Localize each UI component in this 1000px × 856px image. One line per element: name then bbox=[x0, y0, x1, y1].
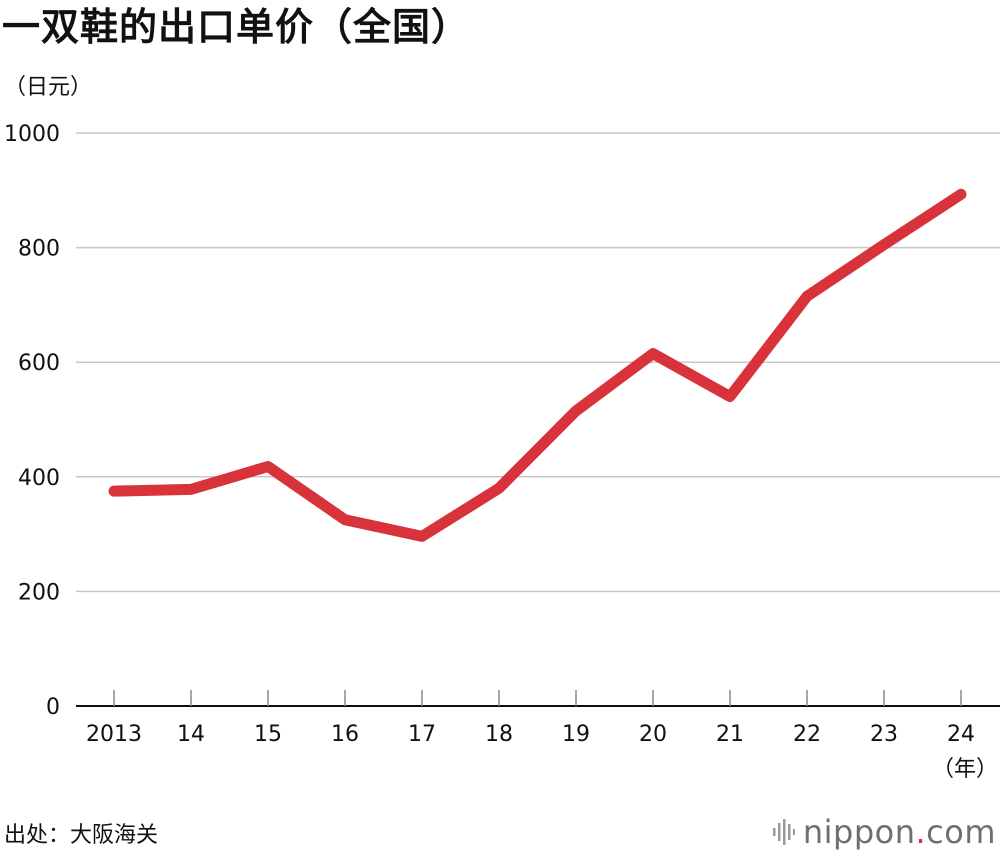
line-chart: 0 200 400 600 800 1000 2013 14 15 16 17 18 19 20 21 22… bbox=[4, 122, 1000, 782]
y-tick-label: 400 bbox=[18, 466, 60, 491]
x-axis: 2013 14 15 16 17 18 19 20 21 22 23 24 （年） bbox=[76, 690, 1000, 782]
gridlines bbox=[76, 132, 1000, 593]
sound-bars-icon bbox=[772, 819, 795, 845]
source-note: 出处：大阪海关 bbox=[4, 823, 159, 848]
x-tick-label: 14 bbox=[177, 722, 205, 747]
y-tick-label: 200 bbox=[18, 580, 60, 605]
x-tick-label: 19 bbox=[562, 722, 590, 747]
brand-logo: nippon.com bbox=[772, 812, 996, 852]
y-tick-label: 800 bbox=[18, 237, 60, 262]
brand-name: nippon bbox=[802, 813, 916, 851]
y-tick-label: 1000 bbox=[4, 122, 60, 147]
x-tick-label: 17 bbox=[408, 722, 436, 747]
x-tick-label: 24 bbox=[947, 722, 975, 747]
y-tick-label: 0 bbox=[46, 695, 60, 720]
series-line bbox=[108, 188, 967, 542]
x-tick-label: 23 bbox=[870, 722, 898, 747]
x-tick-label: 16 bbox=[331, 722, 359, 747]
x-tick-label: 21 bbox=[716, 722, 744, 747]
series-line-path bbox=[108, 188, 967, 542]
brand-dot: . bbox=[915, 813, 927, 851]
brand-suffix: com bbox=[926, 813, 996, 851]
x-tick-label: 15 bbox=[254, 722, 282, 747]
y-tick-label: 600 bbox=[18, 351, 60, 376]
x-tick-label: 22 bbox=[793, 722, 821, 747]
x-tick-label: 2013 bbox=[86, 722, 142, 747]
x-axis-unit-label: （年） bbox=[932, 757, 998, 782]
chart-title: 一双鞋的出口单价（全国） bbox=[2, 5, 471, 49]
x-tick-label: 20 bbox=[639, 722, 667, 747]
y-tick-labels: 0 200 400 600 800 1000 bbox=[4, 122, 60, 720]
y-axis-unit-label: （日元） bbox=[4, 75, 93, 100]
x-tick-label: 18 bbox=[485, 722, 513, 747]
